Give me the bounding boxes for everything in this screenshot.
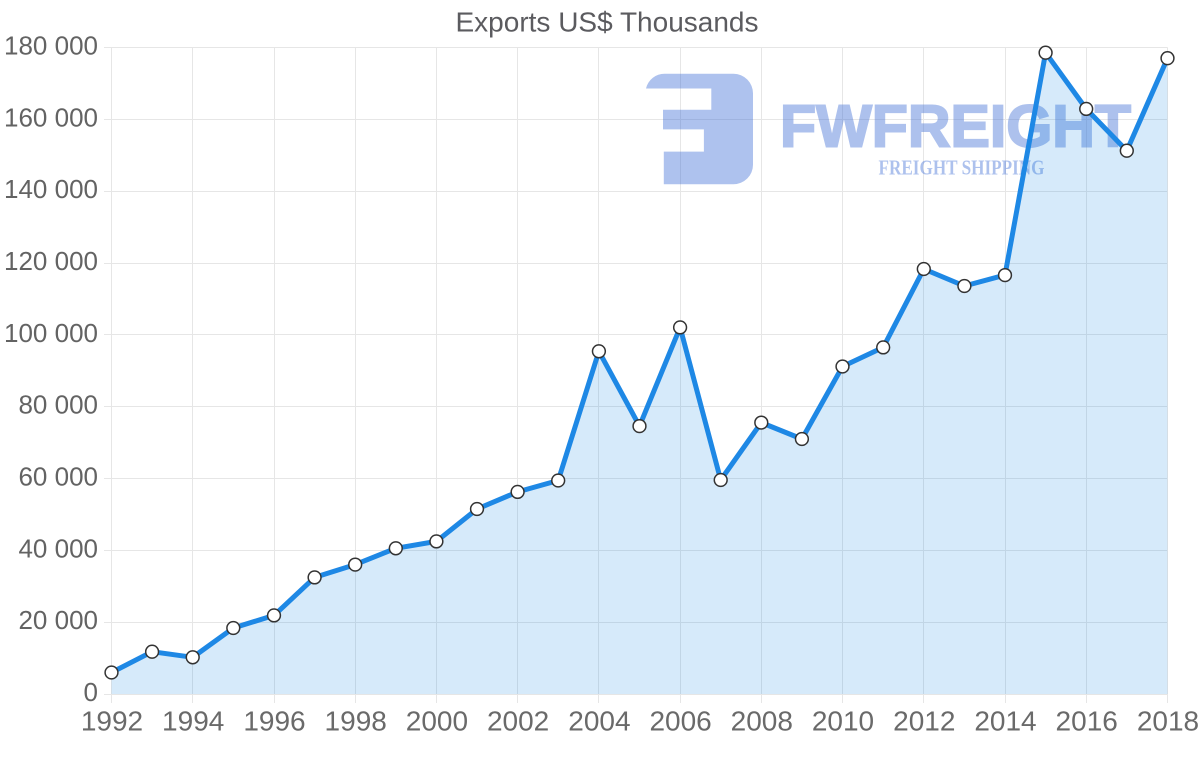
svg-text:100 000: 100 000: [4, 318, 98, 348]
svg-text:2002: 2002: [487, 706, 549, 737]
svg-text:160 000: 160 000: [4, 102, 98, 132]
svg-text:2008: 2008: [731, 706, 793, 737]
svg-text:2012: 2012: [893, 706, 955, 737]
svg-text:80 000: 80 000: [18, 390, 98, 420]
svg-text:120 000: 120 000: [4, 246, 98, 276]
svg-text:1994: 1994: [162, 706, 224, 737]
svg-text:FWFREIGHT: FWFREIGHT: [780, 94, 1131, 160]
svg-text:40 000: 40 000: [18, 533, 98, 563]
svg-text:2000: 2000: [406, 706, 468, 737]
svg-text:2014: 2014: [974, 706, 1036, 737]
svg-text:2016: 2016: [1056, 706, 1118, 737]
svg-text:2006: 2006: [649, 706, 711, 737]
svg-text:1996: 1996: [243, 706, 305, 737]
svg-text:1998: 1998: [325, 706, 387, 737]
svg-text:180 000: 180 000: [4, 31, 98, 61]
svg-text:60 000: 60 000: [18, 462, 98, 492]
svg-text:2010: 2010: [812, 706, 874, 737]
svg-text:1992: 1992: [81, 706, 143, 737]
svg-text:2018: 2018: [1137, 706, 1199, 737]
svg-text:20 000: 20 000: [18, 605, 98, 635]
svg-text:FREIGHT SHIPPING: FREIGHT SHIPPING: [879, 156, 1045, 180]
svg-text:140 000: 140 000: [4, 174, 98, 204]
svg-text:2004: 2004: [568, 706, 630, 737]
svg-text:0: 0: [84, 677, 98, 707]
svg-text:Exports US$ Thousands: Exports US$ Thousands: [456, 7, 759, 38]
